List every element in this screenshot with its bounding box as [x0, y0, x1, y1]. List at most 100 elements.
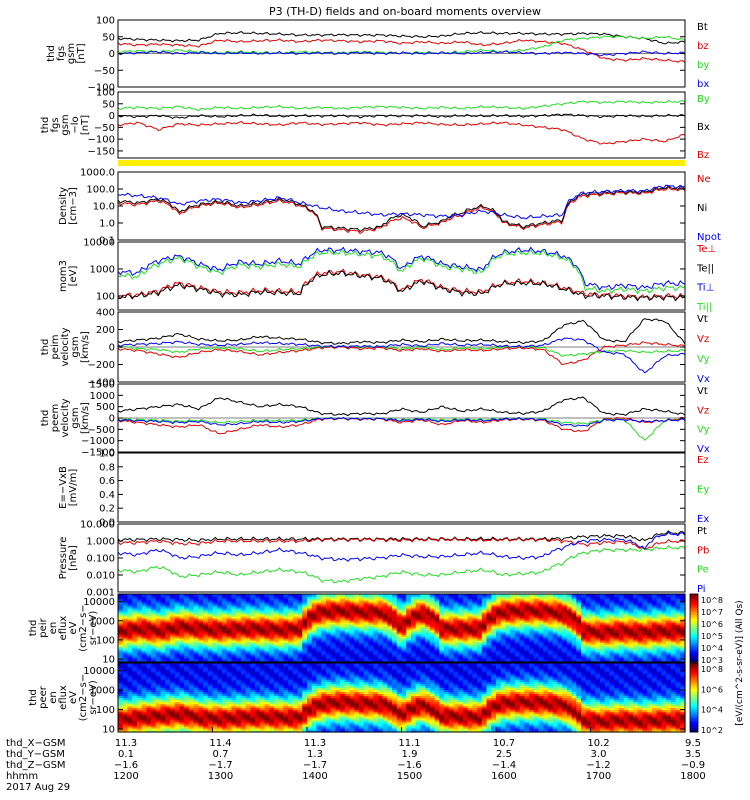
- spectrogram-cell: [217, 644, 223, 647]
- spectrogram-cell: [406, 656, 412, 659]
- spectrogram-cell: [585, 656, 592, 659]
- spectrogram-cell: [595, 618, 601, 621]
- spectrogram-cell: [136, 729, 143, 733]
- spectrogram-cell: [165, 638, 171, 641]
- spectrogram-cell: [127, 711, 133, 715]
- spectrogram-cell: [585, 608, 592, 611]
- spectrogram-cell: [269, 650, 275, 653]
- spectrogram-cell: [358, 604, 365, 607]
- spectrogram-cell: [392, 610, 398, 613]
- spectrogram-cell: [198, 628, 204, 631]
- spectrogram-cell: [198, 622, 204, 625]
- spectrogram-cell: [595, 604, 601, 607]
- spectrogram-cell: [614, 626, 620, 629]
- spectrogram-cell: [618, 598, 625, 601]
- spectrogram-cell: [118, 620, 124, 623]
- spectrogram-cell: [410, 622, 417, 625]
- spectrogram-cell: [179, 675, 185, 678]
- spectrogram-cell: [297, 604, 303, 607]
- spectrogram-cell: [311, 658, 318, 661]
- spectrogram-cell: [614, 646, 620, 649]
- spectrogram-cell: [184, 628, 190, 631]
- spectrogram-cell: [292, 628, 299, 631]
- spectrogram-cell: [174, 608, 181, 611]
- spectrogram-cell: [236, 620, 242, 623]
- spectrogram-cell: [429, 658, 436, 661]
- spectrogram-cell: [136, 618, 143, 621]
- spectrogram-cell: [273, 644, 280, 647]
- spectrogram-cell: [562, 626, 568, 629]
- spectrogram-cell: [151, 691, 157, 695]
- series-line-Te||: [117, 269, 686, 302]
- spectrogram-cell: [259, 640, 266, 643]
- spectrogram-cell: [670, 646, 677, 649]
- spectrogram-cell: [651, 658, 658, 661]
- spectrogram-cell: [278, 594, 284, 597]
- spectrogram-cell: [585, 652, 592, 655]
- spectrogram-cell: [486, 648, 492, 651]
- spectrogram-cell: [599, 652, 606, 655]
- spectrogram-cell: [354, 630, 360, 633]
- spectrogram-cell: [358, 596, 365, 599]
- spectrogram-cell: [410, 658, 417, 661]
- spectrogram-cell: [169, 632, 176, 635]
- spectrogram-cell: [231, 638, 237, 641]
- y-axis-label-line: gsm: [70, 407, 81, 428]
- spectrogram-cell: [292, 596, 299, 599]
- spectrogram-cell: [188, 691, 195, 695]
- spectrogram-cell: [344, 630, 351, 633]
- spectrogram-cell: [250, 652, 256, 655]
- spectrogram-cell: [401, 628, 407, 631]
- spectrogram-cell: [259, 636, 266, 639]
- spectrogram-cell: [566, 636, 573, 639]
- spectrogram-cell: [595, 628, 601, 631]
- spectrogram-cell: [288, 626, 294, 629]
- spectrogram-cell: [184, 610, 190, 613]
- spectrogram-cell: [552, 640, 559, 643]
- spectrogram-cell: [169, 727, 176, 731]
- spectrogram-cell: [538, 608, 544, 611]
- spectrogram-cell: [595, 622, 601, 625]
- spectrogram-cell: [330, 614, 336, 617]
- y-tick-label: 1.000: [86, 537, 115, 548]
- spectrogram-cell: [514, 634, 521, 637]
- spectrogram-cell: [477, 656, 483, 659]
- spectrogram-cell: [543, 640, 549, 643]
- spectrogram-cell: [585, 640, 592, 643]
- spectrogram-cell: [226, 604, 232, 607]
- spectrogram-cell: [496, 606, 502, 609]
- spectrogram-cell: [453, 648, 459, 651]
- spectrogram-cell: [240, 602, 247, 605]
- spectrogram-cell: [581, 648, 587, 651]
- spectrogram-cell: [510, 646, 516, 649]
- spectrogram-cell: [169, 721, 176, 725]
- spectrogram-cell: [491, 602, 497, 605]
- spectrogram-cell: [571, 624, 577, 627]
- spectrogram-cell: [576, 608, 582, 611]
- spectrogram-cell: [444, 602, 450, 605]
- spectrogram-cell: [188, 604, 195, 607]
- spectrogram-cell: [406, 626, 412, 629]
- spectrogram-cell: [477, 608, 483, 611]
- spectrogram-cell: [165, 701, 171, 705]
- spectrogram-cell: [278, 646, 284, 649]
- spectrogram-cell: [174, 616, 181, 619]
- spectrogram-cell: [340, 626, 346, 629]
- spectrogram-cell: [675, 620, 681, 623]
- spectrogram-cell: [302, 654, 308, 657]
- spectrogram-cell: [344, 628, 351, 631]
- spectrogram-cell: [382, 634, 388, 637]
- spectrogram-cell: [349, 614, 355, 617]
- spectrogram-cell: [444, 612, 450, 615]
- spectrogram-cell: [444, 632, 450, 635]
- spectrogram-cell: [193, 646, 199, 649]
- spectrogram-cell: [283, 628, 289, 631]
- spectrogram-cell: [146, 677, 152, 680]
- spectrogram-cell: [434, 630, 440, 633]
- spectrogram-cell: [344, 634, 351, 637]
- spectrogram-cell: [599, 650, 606, 653]
- spectrogram-cell: [599, 630, 606, 633]
- spectrogram-cell: [524, 636, 530, 639]
- spectrogram-cell: [604, 618, 610, 621]
- spectrogram-cell: [444, 598, 450, 601]
